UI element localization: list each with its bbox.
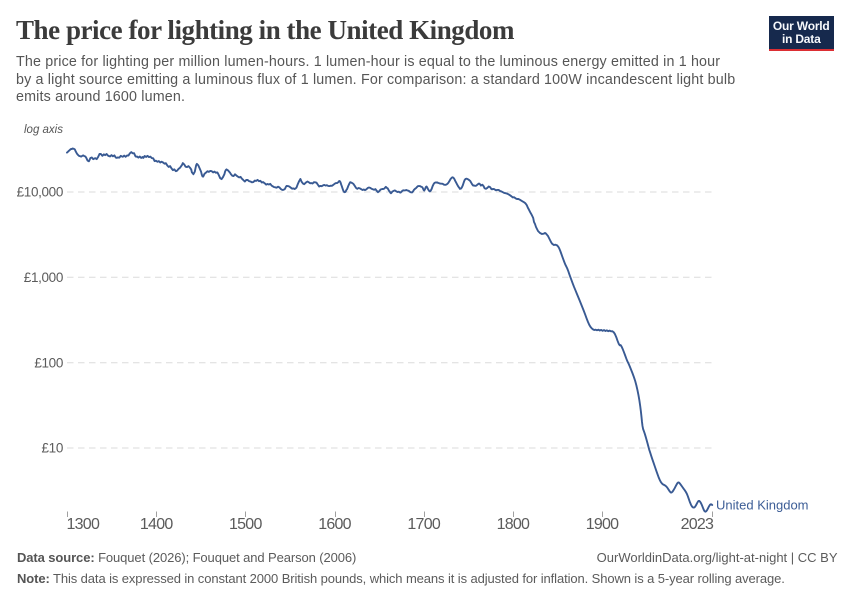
svg-text:£10: £10 xyxy=(42,441,63,456)
svg-text:1800: 1800 xyxy=(497,516,530,533)
svg-text:1700: 1700 xyxy=(407,516,440,533)
svg-text:1300: 1300 xyxy=(67,516,100,533)
svg-text:£10,000: £10,000 xyxy=(17,185,63,200)
svg-text:1400: 1400 xyxy=(140,516,173,533)
svg-text:£1,000: £1,000 xyxy=(24,270,63,285)
svg-text:1600: 1600 xyxy=(318,516,351,533)
svg-text:£100: £100 xyxy=(34,355,63,370)
svg-text:log axis: log axis xyxy=(24,124,63,136)
svg-text:1500: 1500 xyxy=(229,516,262,533)
svg-text:United Kingdom: United Kingdom xyxy=(716,498,809,513)
svg-text:1900: 1900 xyxy=(586,516,619,533)
svg-text:2023: 2023 xyxy=(681,516,714,533)
